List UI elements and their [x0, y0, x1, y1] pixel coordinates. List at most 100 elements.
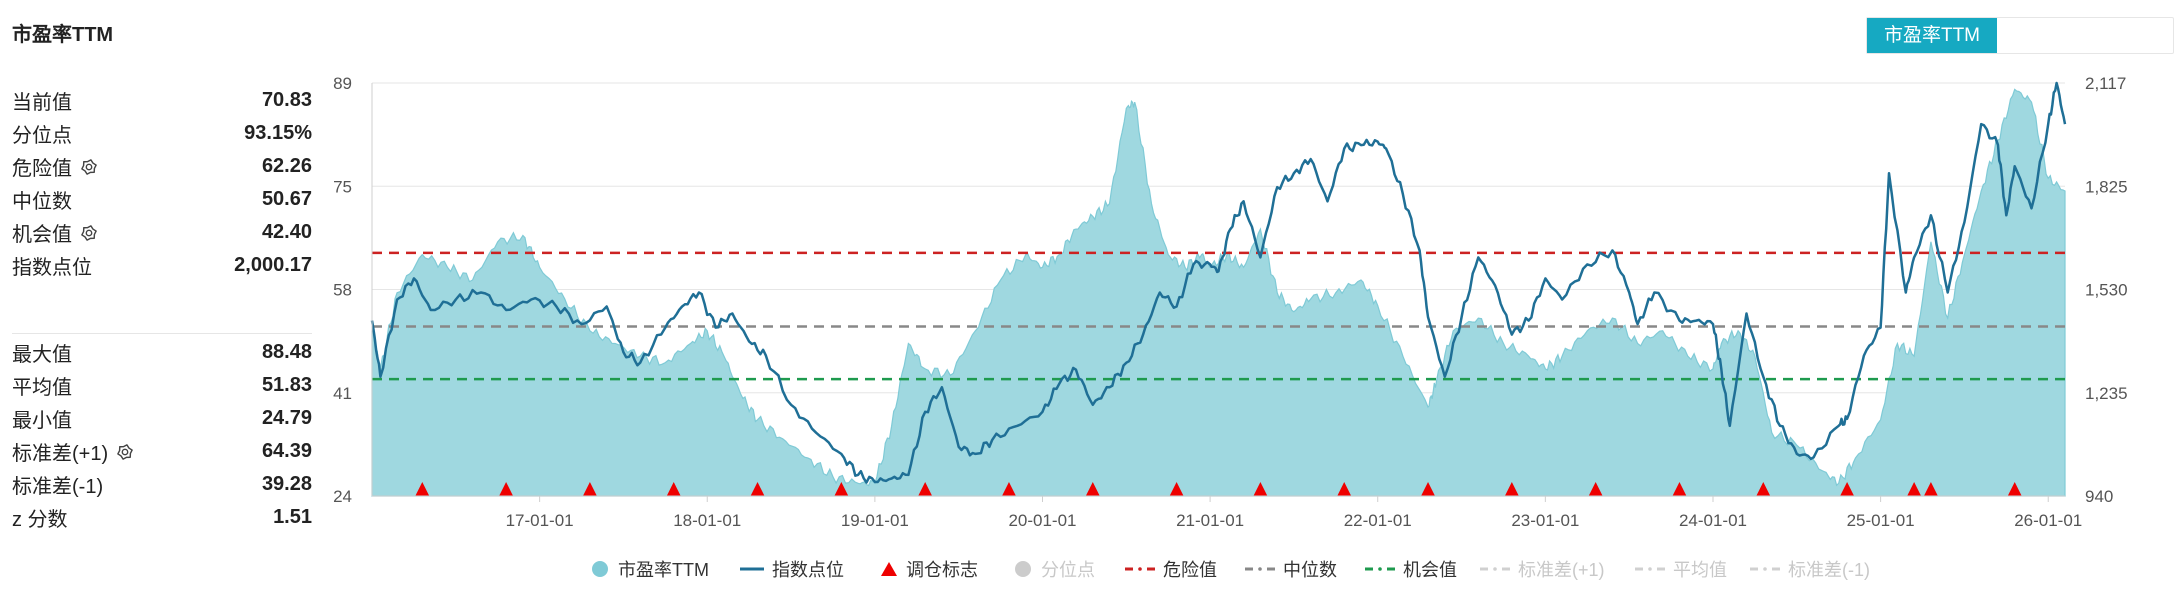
gear-icon[interactable]	[80, 224, 98, 242]
stat-value: 39.28	[261, 473, 312, 495]
adjustment-marker	[666, 482, 681, 496]
stat-label-text: 危险值	[12, 158, 72, 180]
legend-dot-icon	[1015, 561, 1031, 577]
adjustment-marker	[1588, 482, 1603, 496]
x-tick-label: 22-01-01	[1344, 511, 1412, 530]
y-right-tick-label: 1,825	[2085, 177, 2128, 196]
legend-item[interactable]: 标准差(-1)	[1750, 556, 1870, 582]
y-left-tick-label: 24	[333, 487, 352, 506]
stat-label-text: 平均值	[12, 377, 72, 399]
legend-line-icon	[740, 567, 764, 571]
legend-triangle-icon	[881, 562, 897, 576]
stat-label-text: 当前值	[12, 92, 72, 114]
stat-value: 62.26	[261, 155, 312, 177]
stat-row: z 分数 1.51	[12, 501, 312, 534]
legend-item[interactable]: 分位点	[1013, 556, 1095, 582]
adjustment-marker	[1085, 482, 1100, 496]
tab-pe-ttm[interactable]: 市盈率TTM	[1867, 18, 1997, 53]
adjustment-marker	[1923, 482, 1938, 496]
stat-label-text: 最小值	[12, 410, 72, 432]
stat-value: 50.67	[261, 188, 312, 210]
adjustment-marker	[2007, 482, 2022, 496]
y-right-tick-label: 1,235	[2085, 384, 2128, 403]
stat-label-text: z 分数	[12, 509, 68, 531]
adjustment-marker	[918, 482, 933, 496]
adjustment-marker	[1756, 482, 1771, 496]
index-line	[370, 81, 2067, 484]
stat-row: 机会值 42.40	[12, 216, 312, 249]
legend-label: 标准差(-1)	[1788, 560, 1870, 580]
legend-label: 调仓标志	[906, 560, 978, 580]
legend-label: 指数点位	[772, 560, 844, 580]
x-tick-label: 18-01-01	[673, 511, 741, 530]
gear-icon[interactable]	[80, 158, 98, 176]
stats-divider	[12, 333, 312, 334]
adjustment-markers	[415, 482, 2022, 496]
stat-label: 指数点位	[12, 251, 92, 280]
legend-item[interactable]: 机会值	[1365, 556, 1457, 582]
stat-label-text: 标准差(+1)	[12, 443, 109, 465]
stat-label-text: 机会值	[12, 224, 72, 246]
x-tick-label: 24-01-01	[1679, 511, 1747, 530]
legend-item[interactable]: 指数点位	[740, 556, 844, 582]
stat-value: 24.79	[261, 407, 312, 429]
stat-row: 危险值 62.26	[12, 150, 312, 183]
stat-label: z 分数	[12, 503, 68, 532]
stat-label-text: 分位点	[12, 125, 72, 147]
legend-item[interactable]: 调仓标志	[880, 556, 978, 582]
stat-label: 危险值	[12, 152, 98, 181]
x-tick-label: 26-01-01	[2014, 511, 2082, 530]
adjustment-marker	[1421, 482, 1436, 496]
legend-dash-icon	[1635, 567, 1665, 571]
legend-label: 机会值	[1403, 560, 1457, 580]
legend-item[interactable]: 中位数	[1245, 556, 1337, 582]
stat-row: 最小值 24.79	[12, 402, 312, 435]
stat-value: 42.40	[261, 221, 312, 243]
legend-item[interactable]: 标准差(+1)	[1480, 556, 1605, 582]
stat-value: 64.39	[261, 440, 312, 462]
legend-dash-icon	[1365, 567, 1395, 571]
stat-label-text: 标准差(-1)	[12, 476, 104, 498]
stat-label: 平均值	[12, 371, 72, 400]
legend-item[interactable]: 危险值	[1125, 556, 1217, 582]
x-tick-label: 23-01-01	[1511, 511, 1579, 530]
index-line-series	[370, 81, 2067, 484]
legend-label: 危险值	[1163, 560, 1217, 580]
stat-value: 88.48	[261, 341, 312, 363]
stat-row: 分位点 93.15%	[12, 117, 312, 150]
legend-item[interactable]: 平均值	[1635, 556, 1727, 582]
legend-dash-icon	[1245, 567, 1275, 571]
stat-row: 中位数 50.67	[12, 183, 312, 216]
legend-label: 平均值	[1673, 560, 1727, 580]
stat-value: 1.51	[273, 506, 312, 528]
pe-ttm-chart: 89 75 58 41 24 2,117 1,825 1,530 1,235 940 17-01-0…	[333, 74, 2127, 530]
legend-dash-icon	[1125, 567, 1155, 571]
axes: 89 75 58 41 24 2,117 1,825 1,530 1,235 940 17-01-0…	[333, 74, 2127, 530]
legend-dash-icon	[1750, 567, 1780, 571]
x-tick-label: 17-01-01	[506, 511, 574, 530]
legend-label: 分位点	[1041, 560, 1095, 580]
y-right-tick-label: 1,530	[2085, 281, 2128, 300]
y-right-tick-label: 940	[2085, 487, 2113, 506]
x-tick-label: 20-01-01	[1008, 511, 1076, 530]
adjustment-marker	[750, 482, 765, 496]
stat-value: 70.83	[261, 89, 312, 111]
stat-value: 93.15%	[244, 122, 312, 144]
stat-label: 标准差(+1)	[12, 437, 134, 466]
stat-label: 当前值	[12, 86, 72, 115]
stat-value: 2,000.17	[234, 254, 312, 276]
y-left-tick-label: 58	[333, 281, 352, 300]
gear-icon[interactable]	[116, 443, 134, 461]
stat-label-text: 中位数	[12, 191, 72, 213]
stat-label: 中位数	[12, 185, 72, 214]
adjustment-marker	[1840, 482, 1855, 496]
stat-label: 机会值	[12, 218, 98, 247]
legend-item[interactable]: 市盈率TTM	[590, 556, 709, 582]
legend-dash-icon	[1480, 567, 1510, 571]
stat-row: 平均值 51.83	[12, 369, 312, 402]
chart-title: 市盈率TTM	[12, 24, 114, 46]
y-left-tick-label: 41	[333, 384, 352, 403]
stat-label-text: 最大值	[12, 344, 72, 366]
stat-label: 分位点	[12, 119, 72, 148]
adjustment-marker	[582, 482, 597, 496]
